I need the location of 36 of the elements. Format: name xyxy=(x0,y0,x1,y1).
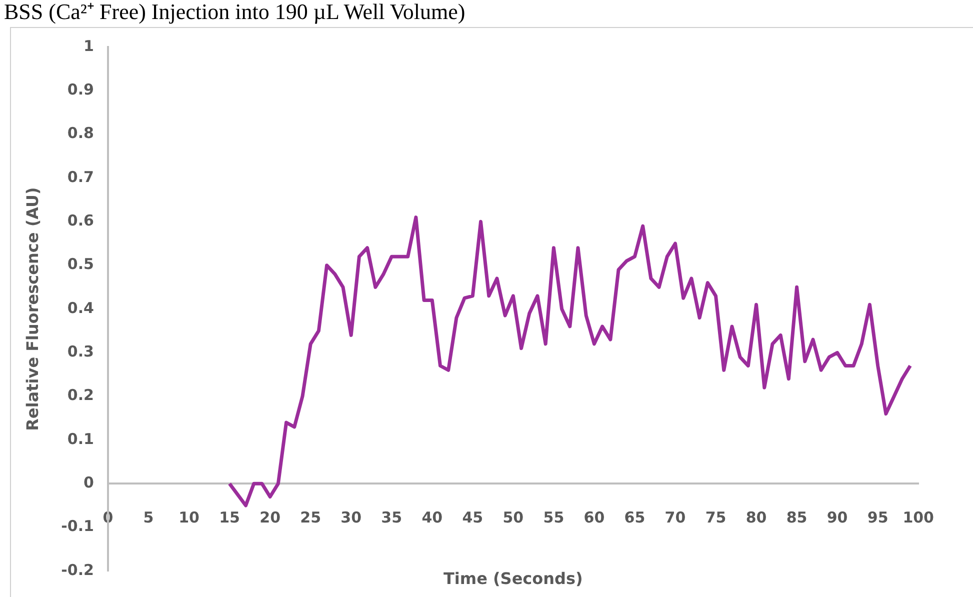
x-tick-label: 95 xyxy=(867,508,888,527)
y-tick-label: 0.7 xyxy=(67,168,94,186)
y-tick-label: 0.4 xyxy=(67,298,94,317)
x-tick-label: 35 xyxy=(381,508,402,527)
x-tick-label: 90 xyxy=(826,508,848,527)
chart-title: BSS (Ca²⁺ Free) Injection into 190 µL Well Volume) xyxy=(3,0,466,24)
x-tick-label: 80 xyxy=(746,508,767,527)
x-tick-label: 85 xyxy=(786,508,808,527)
y-tick-label: 0 xyxy=(84,474,94,492)
y-tick-label: 0.5 xyxy=(67,255,94,274)
y-tick-label: 1 xyxy=(84,36,94,55)
x-tick-label: 100 xyxy=(902,508,934,527)
y-tick-label: 0.2 xyxy=(67,386,94,404)
x-tick-label: 5 xyxy=(143,508,154,527)
x-axis-title: Time (Seconds) xyxy=(444,569,583,588)
y-tick-label: 0.8 xyxy=(67,124,94,142)
x-tick-label: 20 xyxy=(260,508,281,527)
x-tick-label: 40 xyxy=(422,508,443,527)
x-tick-label: 75 xyxy=(705,508,726,527)
y-tick-label: 0.1 xyxy=(67,430,94,448)
y-axis-title: Relative Fluorescence (AU) xyxy=(22,187,42,431)
x-tick-label: 30 xyxy=(340,508,362,527)
x-tick-label: 10 xyxy=(178,508,200,527)
x-tick-label: 70 xyxy=(664,508,686,527)
y-tick-label: 0.6 xyxy=(67,212,94,230)
x-tick-label: 45 xyxy=(462,508,484,527)
x-tick-label: 60 xyxy=(584,508,605,527)
x-tick-label: 55 xyxy=(543,508,564,527)
y-tick-label: -0.2 xyxy=(61,560,94,579)
y-tick-label: 0.3 xyxy=(67,342,94,361)
x-tick-label: 15 xyxy=(219,508,240,527)
x-tick-label: 25 xyxy=(300,508,322,527)
x-tick-label: 50 xyxy=(502,508,524,527)
y-tick-label: 0.9 xyxy=(67,80,94,99)
x-tick-label: 65 xyxy=(624,508,646,527)
y-tick-label: -0.1 xyxy=(61,517,94,536)
